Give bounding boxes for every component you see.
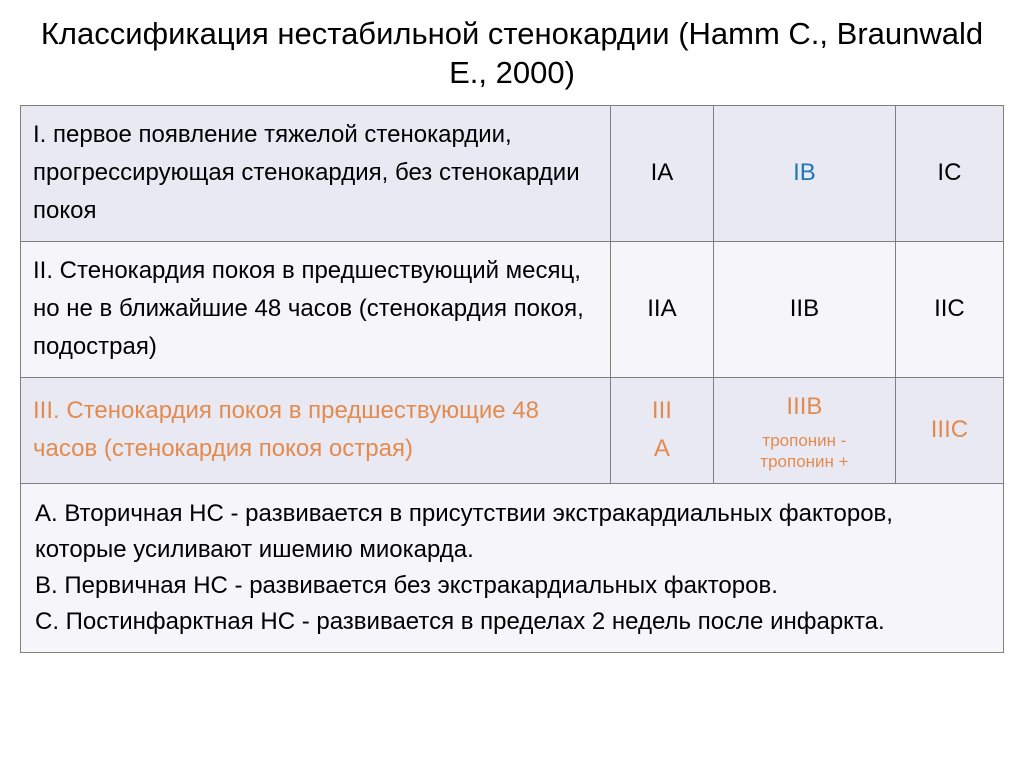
- code-b-main: IB: [793, 159, 816, 186]
- code-c: IIIC: [895, 377, 1003, 483]
- code-b-sub: тропонин - тропонин +: [726, 430, 883, 473]
- footer-text: A. Вторичная НС - развивается в присутст…: [21, 483, 1004, 652]
- code-a: IIA: [610, 241, 713, 377]
- code-c: IIC: [895, 241, 1003, 377]
- classification-table: I. первое появление тяжелой стенокардии,…: [20, 105, 1004, 653]
- table-row: III. Стенокардия покоя в предшествующие …: [21, 377, 1004, 483]
- row-description: I. первое появление тяжелой стенокардии,…: [21, 105, 611, 241]
- code-b-main: IIIB: [786, 393, 822, 420]
- row-description: III. Стенокардия покоя в предшествующие …: [21, 377, 611, 483]
- slide-title: Классификация нестабильной стенокардии (…: [32, 15, 992, 93]
- code-a: IA: [610, 105, 713, 241]
- code-a: III A: [610, 377, 713, 483]
- code-b: IIIB тропонин - тропонин +: [714, 377, 896, 483]
- code-b-main: IIB: [790, 295, 819, 322]
- code-b: IIB: [714, 241, 896, 377]
- footer-row: A. Вторичная НС - развивается в присутст…: [21, 483, 1004, 652]
- code-b: IB: [714, 105, 896, 241]
- row-description: II. Стенокардия покоя в предшествующий м…: [21, 241, 611, 377]
- table-row: II. Стенокардия покоя в предшествующий м…: [21, 241, 1004, 377]
- table-row: I. первое появление тяжелой стенокардии,…: [21, 105, 1004, 241]
- slide: Классификация нестабильной стенокардии (…: [0, 0, 1024, 767]
- code-c: IC: [895, 105, 1003, 241]
